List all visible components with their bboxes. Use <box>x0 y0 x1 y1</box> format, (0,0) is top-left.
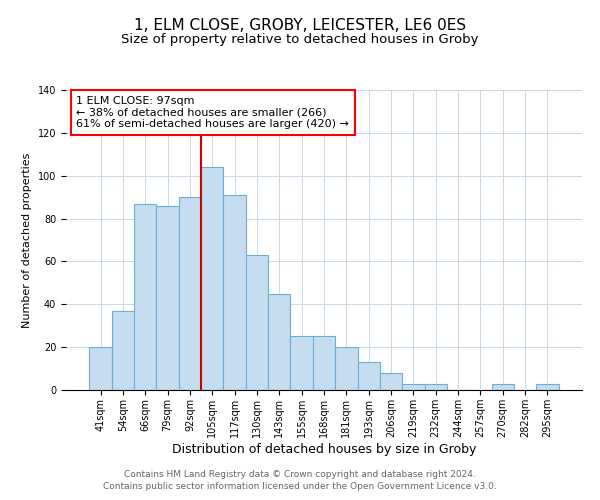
Bar <box>402 384 425 390</box>
Bar <box>290 336 313 390</box>
Bar <box>157 206 179 390</box>
Bar <box>134 204 157 390</box>
Bar <box>425 384 447 390</box>
Bar <box>536 384 559 390</box>
X-axis label: Distribution of detached houses by size in Groby: Distribution of detached houses by size … <box>172 442 476 456</box>
Text: Contains public sector information licensed under the Open Government Licence v3: Contains public sector information licen… <box>103 482 497 491</box>
Bar <box>89 347 112 390</box>
Text: 1, ELM CLOSE, GROBY, LEICESTER, LE6 0ES: 1, ELM CLOSE, GROBY, LEICESTER, LE6 0ES <box>134 18 466 32</box>
Bar <box>358 362 380 390</box>
Text: Size of property relative to detached houses in Groby: Size of property relative to detached ho… <box>121 32 479 46</box>
Y-axis label: Number of detached properties: Number of detached properties <box>22 152 32 328</box>
Text: Contains HM Land Registry data © Crown copyright and database right 2024.: Contains HM Land Registry data © Crown c… <box>124 470 476 479</box>
Bar <box>112 310 134 390</box>
Bar <box>335 347 358 390</box>
Bar <box>380 373 402 390</box>
Text: 1 ELM CLOSE: 97sqm
← 38% of detached houses are smaller (266)
61% of semi-detach: 1 ELM CLOSE: 97sqm ← 38% of detached hou… <box>76 96 349 129</box>
Bar <box>268 294 290 390</box>
Bar <box>179 197 201 390</box>
Bar <box>246 255 268 390</box>
Bar <box>201 167 223 390</box>
Bar <box>491 384 514 390</box>
Bar <box>223 195 246 390</box>
Bar <box>313 336 335 390</box>
